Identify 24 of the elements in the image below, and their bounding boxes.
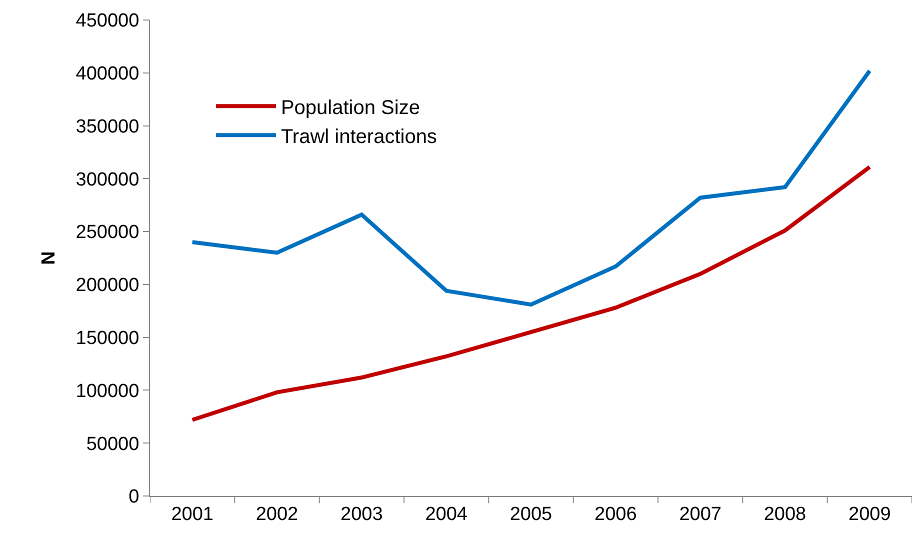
y-tick-label: 100000 — [76, 380, 140, 402]
x-tick-label: 2008 — [764, 504, 806, 525]
x-tick-label: 2004 — [425, 504, 468, 525]
x-tick-label: 2009 — [848, 504, 891, 525]
line-series — [190, 68, 872, 307]
x-tick-label: 2003 — [340, 504, 383, 525]
y-tick-label: 300000 — [76, 169, 140, 190]
x-tick-label: 2002 — [256, 504, 298, 525]
x-tick-label: 2005 — [510, 504, 552, 525]
y-tick-label: 400000 — [76, 64, 140, 85]
line-series — [190, 165, 872, 422]
x-tick-label: 2001 — [171, 504, 214, 525]
legend-label: Trawl interactions — [280, 126, 437, 148]
y-tick-label: 350000 — [76, 116, 140, 138]
y-tick-label: 200000 — [76, 275, 140, 296]
x-tick-label: 2006 — [594, 504, 637, 525]
y-tick-label: 250000 — [76, 222, 140, 244]
y-tick-label: 0 — [128, 486, 140, 508]
y-tick-label: 450000 — [76, 10, 140, 32]
y-tick-label: 50000 — [86, 434, 140, 455]
y-tick-label: 150000 — [76, 328, 140, 349]
legend-label: Population Size — [280, 96, 420, 119]
y-axis-title: N — [38, 251, 60, 265]
x-tick-label: 2007 — [679, 504, 722, 525]
